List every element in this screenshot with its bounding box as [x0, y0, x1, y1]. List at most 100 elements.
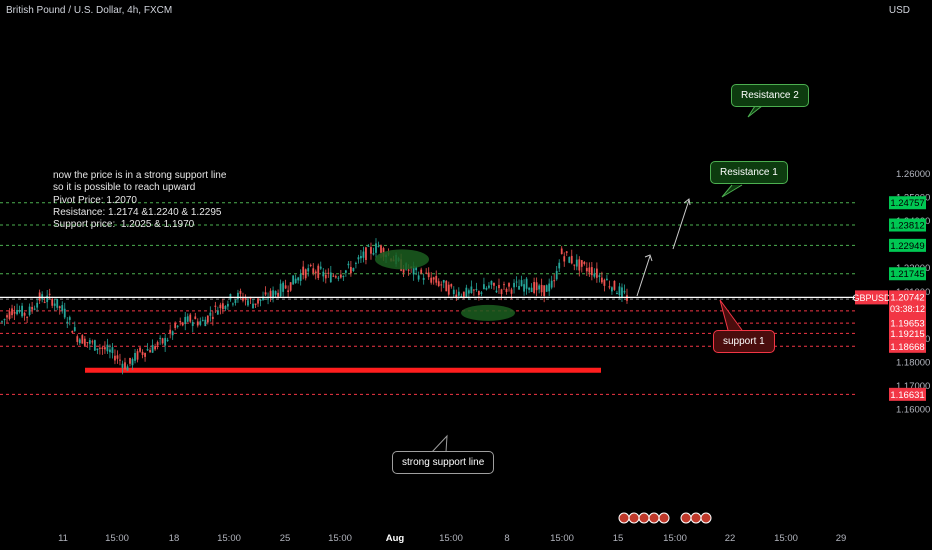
candle-body — [184, 316, 187, 325]
candle-body — [93, 340, 96, 351]
candle-body — [375, 243, 377, 253]
candle-body — [488, 285, 490, 288]
candle-body — [585, 268, 588, 272]
x-tick-label: 22 — [725, 533, 736, 544]
candle-body — [467, 290, 470, 294]
candle-body — [78, 339, 81, 344]
x-tick-label: 15:00 — [663, 533, 687, 544]
candle-body — [53, 303, 56, 306]
candle-body — [457, 291, 460, 296]
candle-body — [294, 278, 297, 284]
candle-body — [606, 278, 608, 281]
x-tick-label: Aug — [386, 533, 405, 544]
candle-body — [111, 347, 114, 353]
candle-body — [563, 256, 566, 262]
economic-event-icon — [700, 512, 712, 524]
candle-body — [535, 282, 538, 291]
x-tick-label: 15:00 — [105, 533, 129, 544]
candle-body — [618, 286, 621, 296]
candle-body — [43, 301, 46, 303]
candle-body — [417, 275, 420, 280]
candle-body — [430, 277, 433, 283]
candle-body — [452, 289, 455, 295]
candle-body — [493, 282, 495, 286]
candle-body — [71, 330, 74, 333]
candle-body — [407, 269, 410, 271]
candle-body — [334, 276, 337, 278]
x-tick-label: 25 — [280, 533, 291, 544]
note-line: Support price: 1.2025 & 1.1970 — [53, 219, 195, 231]
candle-body — [46, 295, 49, 303]
level-price-tag — [889, 339, 926, 353]
candle-body — [450, 284, 453, 287]
candle-body — [478, 291, 480, 295]
candle-body — [447, 284, 450, 295]
candle-body — [272, 290, 274, 299]
candle-body — [247, 300, 249, 306]
candle-body — [360, 255, 362, 259]
candle-body — [578, 259, 581, 271]
candle-body — [319, 266, 322, 269]
level-price-tag — [889, 196, 926, 210]
candle-body — [38, 292, 41, 301]
candle-body — [8, 311, 11, 319]
candle-body — [136, 351, 139, 360]
candle-body — [23, 312, 26, 316]
support-1-callout[interactable]: support 1 — [713, 330, 775, 353]
currency-label: USD — [888, 5, 910, 16]
candle-body — [508, 283, 510, 287]
candle-body — [538, 285, 541, 290]
strong-support-callout[interactable]: strong support line — [392, 451, 495, 474]
candle-body — [342, 275, 345, 278]
candle-body — [61, 305, 64, 311]
candle-body — [355, 262, 357, 264]
economic-event-icon — [690, 512, 702, 524]
x-tick-label: 15:00 — [439, 533, 463, 544]
candle-body — [611, 287, 613, 292]
candle-body — [114, 355, 116, 361]
candle-body — [219, 304, 222, 309]
resistance-1-callout[interactable]: Resistance 1 — [710, 161, 788, 184]
candle-body — [149, 350, 151, 353]
candle-body — [21, 305, 23, 317]
candle-body — [580, 260, 583, 267]
candle-body — [329, 272, 332, 283]
candle-body — [623, 290, 626, 293]
candle-body — [626, 295, 628, 301]
candle-body — [337, 277, 340, 279]
candle-body — [227, 303, 229, 307]
candle-body — [224, 305, 227, 309]
candle-body — [307, 268, 310, 272]
candle-body — [216, 310, 219, 315]
candle-body — [171, 331, 174, 336]
candle-body — [96, 348, 99, 351]
x-tick-label: 15:00 — [328, 533, 352, 544]
candle-body — [277, 292, 279, 297]
candle-body — [204, 319, 207, 327]
level-price-label: 1.22949 — [890, 241, 924, 252]
candle-body — [109, 349, 111, 353]
candle-body — [81, 335, 84, 344]
symbol-tag — [855, 290, 888, 305]
economic-event-icon — [638, 512, 650, 524]
level-price-label: 1.19215 — [890, 329, 924, 340]
candle-body — [427, 272, 430, 278]
level-price-tag — [889, 326, 926, 340]
x-tick-label: 8 — [504, 533, 509, 544]
y-tick-label: 1.17000 — [896, 381, 930, 392]
callout-tail — [721, 184, 743, 198]
candle-body — [445, 280, 448, 292]
candle-body — [181, 322, 184, 326]
candle-body — [304, 269, 307, 279]
candle-body — [440, 284, 443, 286]
economic-event-icon — [680, 512, 692, 524]
candle-body — [194, 316, 197, 320]
candle-body — [242, 297, 244, 301]
note-line: Resistance: 1.2174 &1.2240 & 1.2295 — [53, 206, 222, 218]
candle-body — [437, 281, 440, 287]
candle-body — [56, 298, 59, 308]
candle-body — [380, 245, 382, 253]
resistance-2-callout[interactable]: Resistance 2 — [731, 84, 809, 107]
candle-body — [543, 285, 546, 296]
